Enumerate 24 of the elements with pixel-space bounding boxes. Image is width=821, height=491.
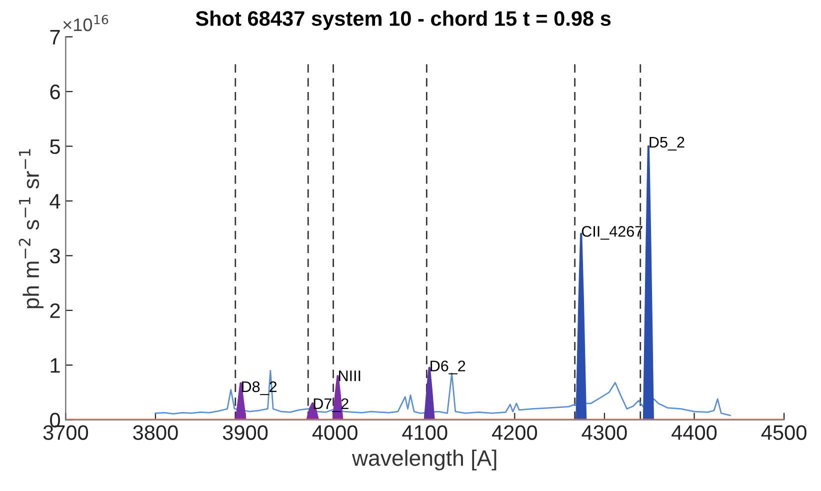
- annotation: D6_2: [430, 360, 466, 374]
- x-tick-label: 4400: [672, 425, 717, 440]
- y-tick-label: 5: [50, 139, 60, 154]
- annotation: NIII: [339, 370, 360, 382]
- y-tick-label: 2: [50, 303, 60, 318]
- x-tick-label: 4300: [582, 425, 627, 440]
- y-tick-label: 6: [50, 84, 60, 100]
- annotation: CII_4267: [582, 226, 642, 240]
- x-axis-title: wavelength [A]: [352, 450, 496, 470]
- y-tick-label: 7: [50, 30, 60, 44]
- x-tick-label: 3700: [43, 425, 88, 440]
- annotation: D5_2: [650, 136, 684, 150]
- x-tick-label: 3800: [133, 425, 178, 440]
- y-tick-label: 1: [50, 358, 60, 373]
- x-tick-label: 4500: [761, 425, 806, 440]
- chart-title: Shot 68437 system 10 - chord 15 t = 0.98 s: [196, 10, 611, 30]
- x-tick-label: 4200: [492, 425, 538, 440]
- y-tick-label: 3: [50, 248, 60, 264]
- x-tick-label: 3900: [222, 425, 268, 440]
- x-tick-label: 4000: [312, 425, 358, 440]
- text: ×10$^{16}$: [63, 14, 108, 32]
- x-tick-label: 4100: [402, 425, 448, 440]
- y-axis-title: ph m$^{−2}$ s$^{−1}$ sr$^{−1}$: [18, 149, 44, 308]
- y-tick-label: 4: [50, 194, 60, 209]
